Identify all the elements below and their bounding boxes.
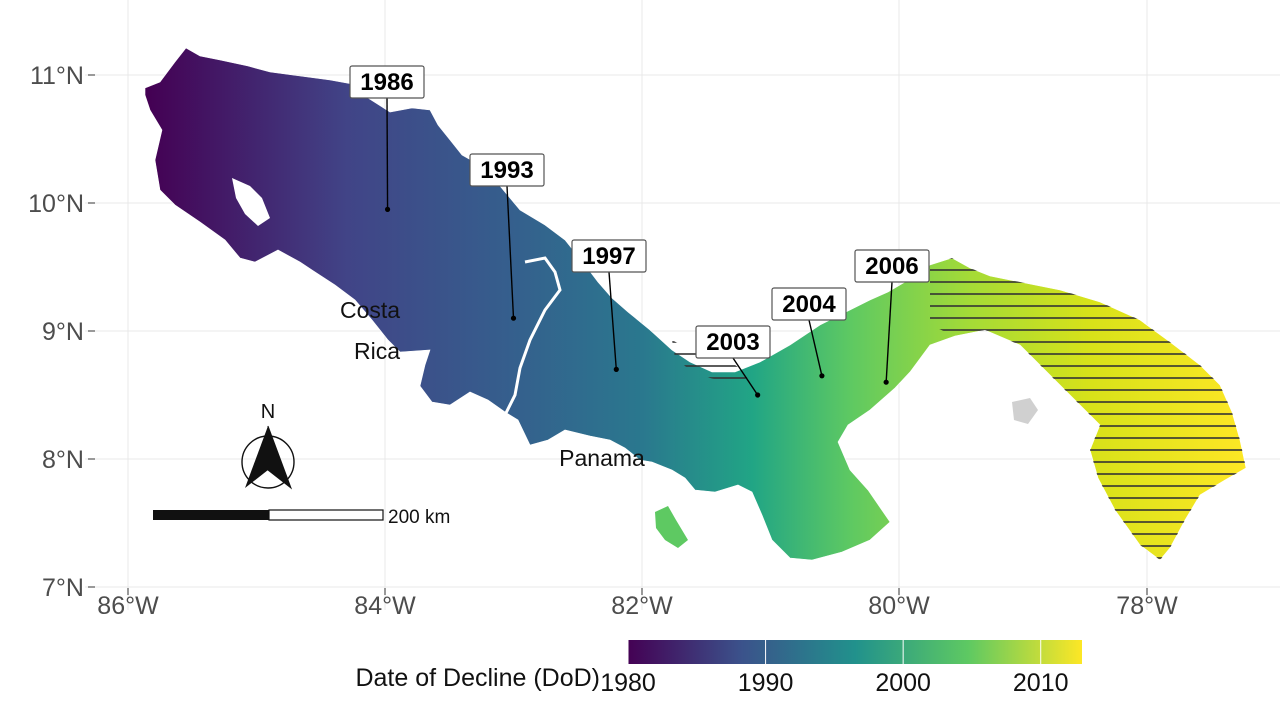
legend-colorbar: [628, 640, 1082, 664]
callout-box: [695, 325, 771, 359]
callout-leader-line: [386, 97, 389, 210]
hatched-region-bocas: [672, 340, 750, 385]
callout-point: [613, 366, 619, 372]
lat-label-7: 7°N: [42, 574, 84, 602]
lon-label-82: 82°W: [611, 592, 673, 620]
lat-label-11: 11°N: [30, 62, 84, 90]
lat-label-10: 10°N: [28, 190, 84, 218]
gulf-of-nicoya: [232, 178, 270, 226]
scale-bar-black-segment: [153, 510, 269, 520]
callout-year-label: 1993: [480, 157, 533, 184]
longitude-labels: 86°W 84°W 82°W 80°W 78°W: [97, 592, 1178, 620]
legend-ticks: 1980 1990 2000 2010: [600, 640, 1069, 697]
callout-leader-line: [808, 319, 823, 376]
callout-box: [469, 153, 545, 187]
scale-bar-label: 200 km: [388, 507, 450, 528]
scale-bar: 200 km: [153, 507, 450, 528]
costa-rica-label-line2: Rica: [354, 338, 400, 364]
callout-point: [510, 315, 517, 321]
panama-label: Panama: [559, 445, 645, 471]
international-border: [503, 256, 562, 456]
callout-year-label: 1986: [360, 69, 413, 96]
lon-label-78: 78°W: [1116, 592, 1178, 620]
lon-label-86: 86°W: [97, 592, 159, 620]
callout-box: [571, 239, 647, 273]
pearl-islands: [1012, 398, 1038, 424]
callout-year-label: 2006: [865, 253, 918, 280]
callout-year-label: 2004: [782, 291, 836, 318]
legend-title: Date of Decline (DoD): [355, 664, 600, 692]
landmass: [144, 47, 1247, 561]
north-arrow: N: [241, 401, 295, 490]
country-labels: Costa Rica Panama: [340, 297, 645, 471]
legend-tick-label: 1990: [738, 669, 794, 697]
decline-year-callouts: 1986 1993 1997 2003 2004 2006: [349, 65, 930, 398]
lat-label-8: 8°N: [42, 446, 84, 474]
legend: Date of Decline (DoD) 1980 1990 2000 2010: [355, 640, 1082, 697]
callout-leader-line: [506, 185, 515, 319]
lon-label-80: 80°W: [868, 592, 930, 620]
callout-point: [755, 392, 761, 398]
callout-box: [771, 287, 847, 321]
callout-box: [854, 249, 930, 283]
callout-box: [349, 65, 425, 99]
latitude-labels: 11°N 10°N 9°N 8°N 7°N: [28, 62, 84, 602]
lon-label-84: 84°W: [354, 592, 416, 620]
costa-rica-label-line1: Costa: [340, 297, 400, 323]
north-arrow-icon: [241, 425, 295, 490]
callout-point: [819, 373, 825, 379]
scale-bar-white-segment: [268, 509, 384, 521]
callout-year-label: 2003: [706, 329, 759, 356]
callout-point: [384, 206, 391, 212]
legend-tick-label: 1980: [600, 669, 656, 697]
coiba-island: [655, 506, 688, 548]
lat-label-9: 9°N: [42, 318, 84, 346]
callout-year-label: 1997: [582, 243, 635, 270]
callout-leader-line: [885, 281, 893, 383]
legend-tick-label: 2010: [1013, 669, 1069, 697]
legend-tick-label: 2000: [875, 669, 931, 697]
north-arrow-label: N: [261, 401, 275, 423]
hatched-region-east: [930, 258, 1246, 560]
callout-leader-line: [608, 271, 617, 370]
callout-leader-line: [732, 357, 759, 396]
callout-point: [883, 379, 889, 385]
axis-ticks: [88, 74, 1148, 595]
